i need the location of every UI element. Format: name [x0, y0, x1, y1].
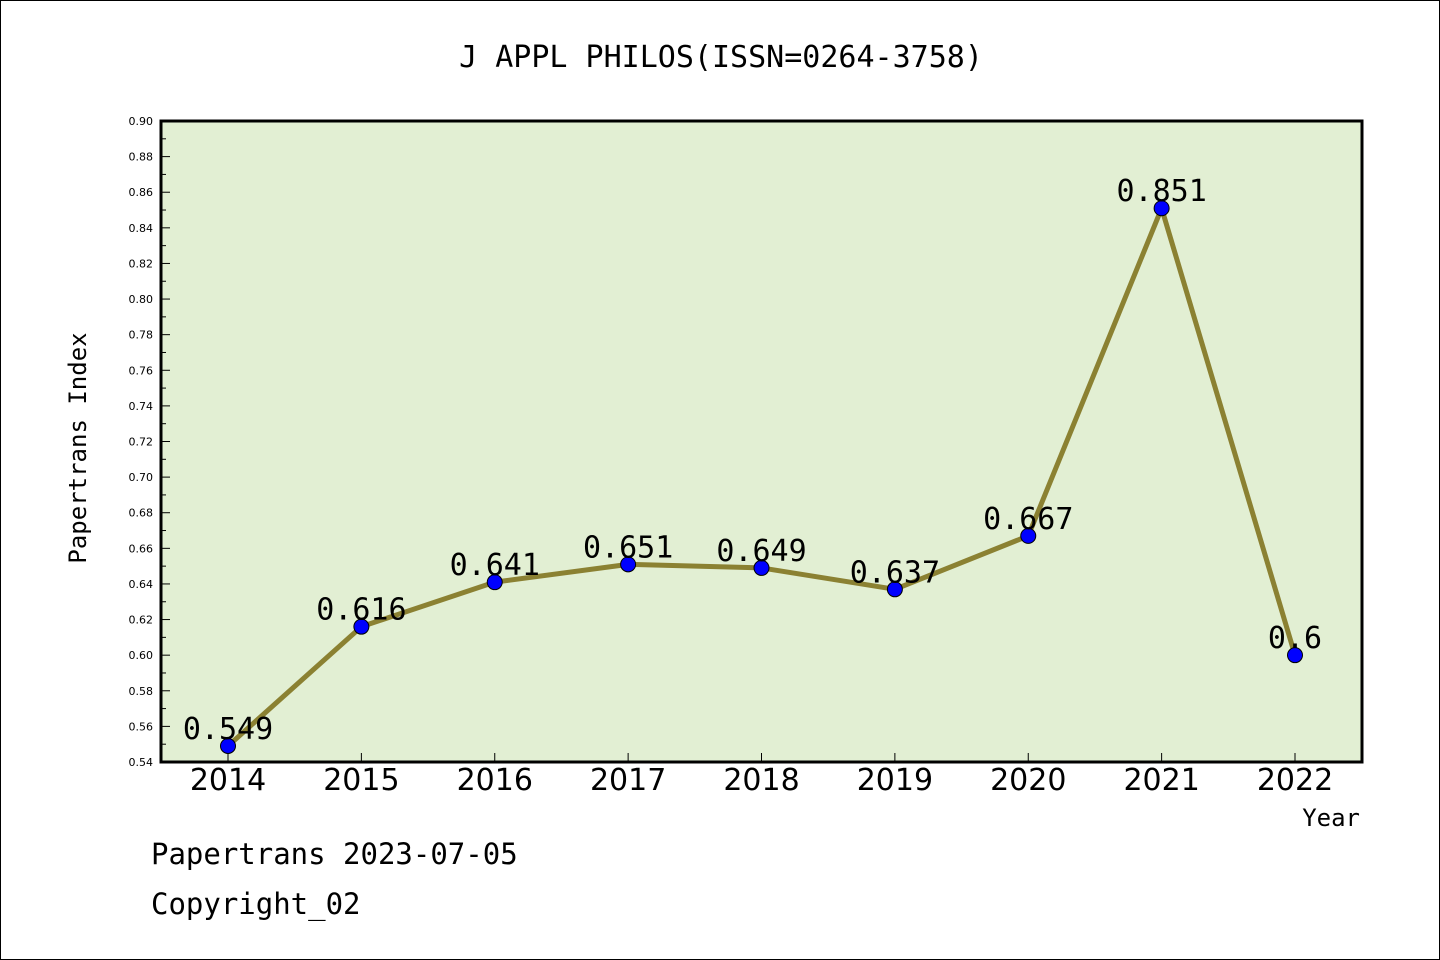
y-tick-label: 0.88 [129, 151, 154, 164]
data-point [486, 574, 503, 591]
data-point [620, 556, 637, 573]
data-point [1020, 527, 1037, 544]
y-tick-label: 0.86 [129, 186, 154, 199]
y-tick-label: 0.78 [129, 329, 154, 342]
x-axis: 2014 2015 2016 2017 2018 2019 2020 2021 2022 [190, 753, 1333, 798]
data-label-layer: 0.549 0.616 0.641 0.651 0.649 0.637 0.667 0.851… [183, 174, 1322, 747]
data-point [353, 618, 370, 635]
y-tick-label: 0.58 [129, 685, 154, 698]
data-label: 0.651 [583, 530, 673, 565]
data-label: 0.641 [450, 548, 540, 583]
y-axis: 0.54 0.56 0.58 0.60 0.62 0.64 0.66 0.68 0.70 0.72… [129, 115, 170, 769]
x-tick-label: 2015 [323, 763, 399, 798]
data-label: 0.6 [1268, 621, 1322, 656]
y-tick-label: 0.56 [129, 720, 154, 733]
y-tick-label: 0.68 [129, 507, 154, 520]
x-tick-label: 2021 [1123, 763, 1199, 798]
y-tick-label: 0.80 [129, 293, 154, 306]
y-tick-label: 0.72 [129, 436, 154, 449]
y-axis-title: Papertrans Index [64, 332, 92, 563]
x-tick-label: 2022 [1257, 763, 1333, 798]
data-point [1287, 647, 1303, 664]
data-label: 0.637 [850, 555, 940, 590]
data-point [1153, 200, 1170, 217]
y-tick-label: 0.84 [129, 222, 154, 235]
marker-layer [220, 200, 1303, 754]
data-label: 0.649 [716, 534, 806, 569]
x-tick-label: 2018 [723, 763, 799, 798]
data-label: 0.851 [1116, 174, 1206, 209]
y-tick-label: 0.74 [129, 400, 154, 413]
data-label: 0.667 [983, 502, 1073, 537]
y-tick-label: 0.64 [129, 578, 154, 591]
x-tick-label: 2019 [857, 763, 933, 798]
y-tick-label: 0.66 [129, 542, 154, 555]
data-label: 0.549 [183, 712, 273, 747]
y-tick-label: 0.82 [129, 257, 154, 270]
data-point [220, 737, 236, 754]
y-tick-label: 0.54 [129, 756, 154, 769]
footer-copyright: Copyright_02 [151, 887, 361, 921]
data-label: 0.616 [316, 593, 406, 628]
chart-title: J APPL PHILOS(ISSN=0264-3758) [459, 40, 983, 75]
x-tick-label: 2020 [990, 763, 1066, 798]
x-axis-title: Year [1302, 804, 1360, 832]
x-tick-label: 2016 [457, 763, 533, 798]
footer-date: Papertrans 2023-07-05 [151, 837, 518, 871]
data-point [753, 559, 770, 576]
plot-area [159, 119, 1364, 764]
y-tick-label: 0.62 [129, 614, 154, 627]
y-tick-label: 0.60 [129, 649, 154, 662]
x-tick-label: 2017 [590, 763, 666, 798]
y-tick-label: 0.76 [129, 364, 154, 377]
y-tick-label: 0.70 [129, 471, 154, 484]
x-tick-label: 2014 [190, 763, 266, 798]
data-point [886, 581, 903, 598]
y-tick-label: 0.90 [129, 115, 154, 128]
